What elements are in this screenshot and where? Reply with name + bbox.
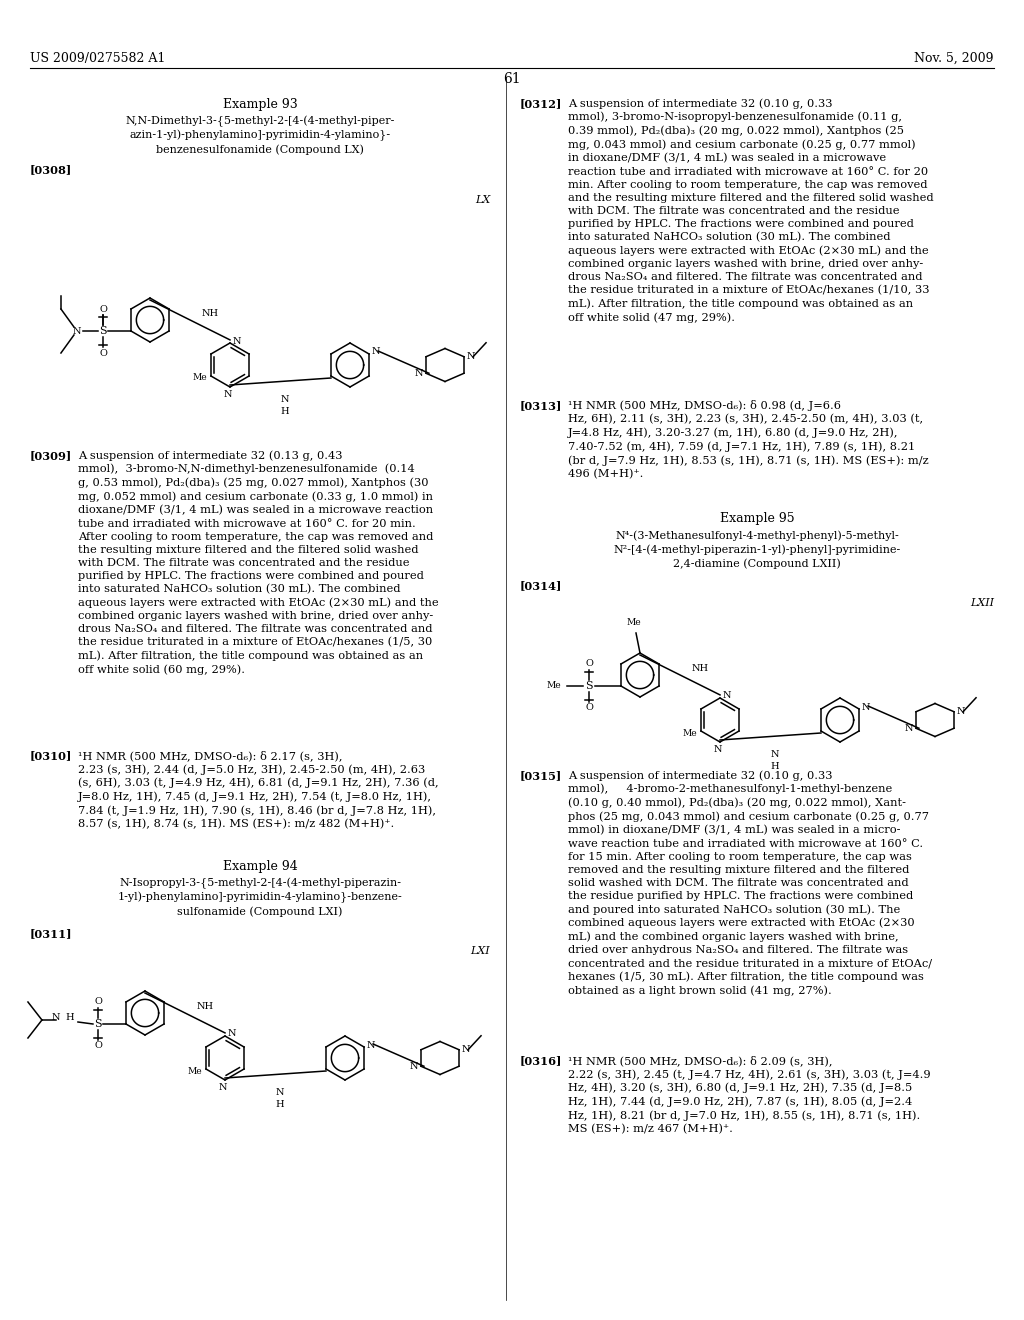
Text: S: S xyxy=(94,1019,101,1030)
Text: N: N xyxy=(462,1045,471,1055)
Text: LX: LX xyxy=(475,195,490,205)
Text: ¹H NMR (500 MHz, DMSO-d₆): δ 2.09 (s, 3H),
2.22 (s, 3H), 2.45 (t, J=4.7 Hz, 4H),: ¹H NMR (500 MHz, DMSO-d₆): δ 2.09 (s, 3H… xyxy=(568,1055,931,1134)
Text: N: N xyxy=(233,337,242,346)
Text: Example 94: Example 94 xyxy=(222,861,297,873)
Text: Example 95: Example 95 xyxy=(720,512,795,525)
Text: N: N xyxy=(275,1088,284,1097)
Text: O: O xyxy=(94,998,101,1006)
Text: N-Isopropyl-3-{5-methyl-2-[4-(4-methyl-piperazin-: N-Isopropyl-3-{5-methyl-2-[4-(4-methyl-p… xyxy=(119,878,401,890)
Text: N: N xyxy=(862,702,870,711)
Text: Me: Me xyxy=(547,681,561,690)
Text: 2,4-diamine (Compound LXII): 2,4-diamine (Compound LXII) xyxy=(673,558,841,569)
Text: [0311]: [0311] xyxy=(30,928,73,939)
Text: H: H xyxy=(770,762,779,771)
Text: Me: Me xyxy=(627,618,641,627)
Text: Me: Me xyxy=(193,374,207,383)
Text: O: O xyxy=(585,660,593,668)
Text: ¹H NMR (500 MHz, DMSO-d₆): δ 0.98 (d, J=6.6
Hz, 6H), 2.11 (s, 3H), 2.23 (s, 3H),: ¹H NMR (500 MHz, DMSO-d₆): δ 0.98 (d, J=… xyxy=(568,400,929,479)
Text: Me: Me xyxy=(187,1067,202,1076)
Text: LXII: LXII xyxy=(970,598,994,609)
Text: S: S xyxy=(99,326,106,337)
Text: O: O xyxy=(94,1041,101,1051)
Text: O: O xyxy=(585,704,593,713)
Text: N: N xyxy=(770,750,778,759)
Text: A suspension of intermediate 32 (0.10 g, 0.33
mmol),     4-bromo-2-methanesulfon: A suspension of intermediate 32 (0.10 g,… xyxy=(568,770,932,995)
Text: NH: NH xyxy=(202,309,219,318)
Text: NH: NH xyxy=(692,664,710,673)
Text: A suspension of intermediate 32 (0.10 g, 0.33
mmol), 3-bromo-N-isopropyl-benzene: A suspension of intermediate 32 (0.10 g,… xyxy=(568,98,934,323)
Text: [0312]: [0312] xyxy=(520,98,562,110)
Text: ¹H NMR (500 MHz, DMSO-d₆): δ 2.17 (s, 3H),
2.23 (s, 3H), 2.44 (d, J=5.0 Hz, 3H),: ¹H NMR (500 MHz, DMSO-d₆): δ 2.17 (s, 3H… xyxy=(78,750,438,829)
Text: N: N xyxy=(228,1030,237,1039)
Text: N²-[4-(4-methyl-piperazin-1-yl)-phenyl]-pyrimidine-: N²-[4-(4-methyl-piperazin-1-yl)-phenyl]-… xyxy=(613,544,901,554)
Text: N: N xyxy=(224,389,232,399)
Text: [0313]: [0313] xyxy=(520,400,562,411)
Text: N: N xyxy=(714,744,722,754)
Text: [0310]: [0310] xyxy=(30,750,73,762)
Text: [0308]: [0308] xyxy=(30,164,73,176)
Text: O: O xyxy=(99,348,106,358)
Text: N: N xyxy=(281,395,289,404)
Text: N: N xyxy=(723,692,731,701)
Text: Example 93: Example 93 xyxy=(222,98,297,111)
Text: A suspension of intermediate 32 (0.13 g, 0.43
mmol),  3-bromo-N,N-dimethyl-benze: A suspension of intermediate 32 (0.13 g,… xyxy=(78,450,438,676)
Text: N: N xyxy=(467,352,475,362)
Text: 61: 61 xyxy=(503,73,521,86)
Text: US 2009/0275582 A1: US 2009/0275582 A1 xyxy=(30,51,165,65)
Text: S: S xyxy=(585,681,593,690)
Text: N: N xyxy=(410,1061,418,1071)
Text: N: N xyxy=(372,347,381,356)
Text: [0316]: [0316] xyxy=(520,1055,562,1067)
Text: N: N xyxy=(73,326,81,335)
Text: azin-1-yl)-phenylamino]-pyrimidin-4-ylamino}-: azin-1-yl)-phenylamino]-pyrimidin-4-ylam… xyxy=(129,129,390,141)
Text: N: N xyxy=(415,368,423,378)
Text: 1-yl)-phenylamino]-pyrimidin-4-ylamino}-benzene-: 1-yl)-phenylamino]-pyrimidin-4-ylamino}-… xyxy=(118,892,402,903)
Text: N: N xyxy=(367,1040,376,1049)
Text: [0315]: [0315] xyxy=(520,770,562,781)
Text: LXI: LXI xyxy=(470,946,490,956)
Text: Me: Me xyxy=(682,729,697,738)
Text: benzenesulfonamide (Compound LX): benzenesulfonamide (Compound LX) xyxy=(156,144,364,154)
Text: sulfonamide (Compound LXI): sulfonamide (Compound LXI) xyxy=(177,906,343,916)
Text: N: N xyxy=(219,1082,227,1092)
Text: O: O xyxy=(99,305,106,314)
Text: N,N-Dimethyl-3-{5-methyl-2-[4-(4-methyl-piper-: N,N-Dimethyl-3-{5-methyl-2-[4-(4-methyl-… xyxy=(125,116,394,127)
Text: [0309]: [0309] xyxy=(30,450,73,461)
Text: Nov. 5, 2009: Nov. 5, 2009 xyxy=(914,51,994,65)
Text: N: N xyxy=(957,708,966,717)
Text: [0314]: [0314] xyxy=(520,579,562,591)
Text: NH: NH xyxy=(197,1002,214,1011)
Text: H: H xyxy=(281,407,289,416)
Text: H: H xyxy=(66,1014,75,1023)
Text: N⁴-(3-Methanesulfonyl-4-methyl-phenyl)-5-methyl-: N⁴-(3-Methanesulfonyl-4-methyl-phenyl)-5… xyxy=(615,531,899,541)
Text: H: H xyxy=(275,1100,284,1109)
Text: N: N xyxy=(904,723,913,733)
Text: N: N xyxy=(51,1012,60,1022)
